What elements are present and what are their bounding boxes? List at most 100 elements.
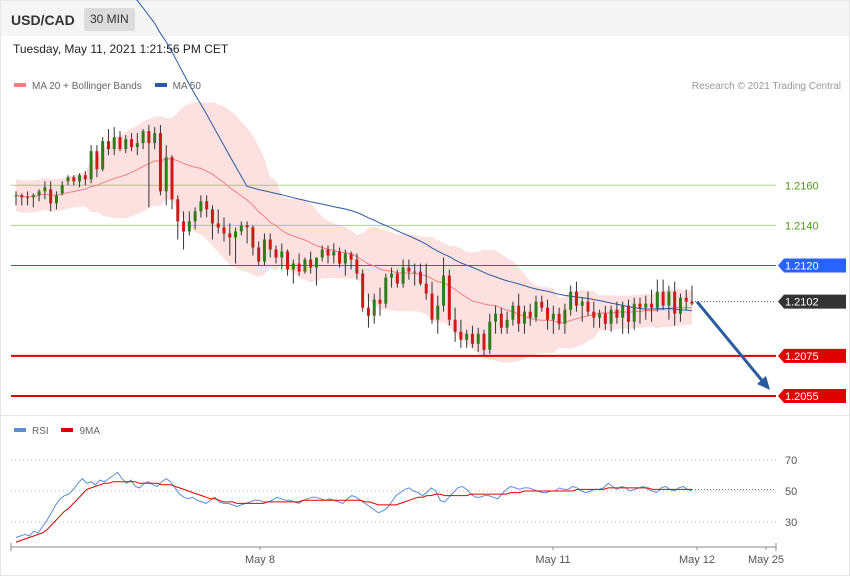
candle-body	[210, 209, 214, 224]
x-tick-label: May 11	[535, 554, 570, 566]
candle-body	[222, 227, 226, 234]
candle-body	[366, 307, 370, 316]
candle-body	[534, 301, 538, 318]
forecast-arrow-shaft	[695, 300, 766, 384]
candle-body	[338, 251, 342, 264]
candle-body	[291, 263, 295, 270]
candle-body	[442, 275, 446, 306]
candle-body	[505, 319, 509, 328]
candle-body	[447, 275, 451, 320]
legend-ma20: MA 20 + Bollinger Bands	[14, 81, 142, 92]
candle-body	[26, 197, 30, 199]
timeframe-button[interactable]: 30 MIN	[84, 8, 135, 31]
candle-body	[216, 223, 220, 228]
candle-body	[436, 305, 440, 320]
candle-body	[401, 267, 405, 284]
level-1-2120-label: 1.2120	[785, 261, 819, 273]
candle-body	[251, 227, 255, 248]
candle-body	[528, 311, 532, 318]
candle-body	[418, 271, 422, 284]
candle-body	[655, 291, 659, 308]
rsi-series-9ma	[15, 481, 692, 543]
candle-body	[378, 299, 382, 304]
candle-body	[314, 257, 318, 268]
candle-body	[476, 333, 480, 344]
candle-body	[112, 137, 116, 150]
candle-body	[413, 271, 417, 273]
candle-body	[234, 231, 238, 238]
candle-body	[517, 305, 521, 324]
candle-body	[303, 259, 307, 272]
rsi-tick-70: 70	[785, 455, 797, 467]
candle-body	[141, 131, 145, 144]
candle-body	[395, 273, 399, 284]
candle-body	[78, 175, 82, 182]
candle-body	[309, 259, 313, 268]
candle-body	[522, 311, 526, 324]
candle-body	[592, 311, 596, 318]
rsi-tick-50: 50	[785, 486, 797, 498]
candle-body	[182, 221, 186, 232]
candle-body	[147, 131, 151, 144]
legend-9ma: 9MA	[61, 426, 100, 437]
candle-body	[37, 191, 41, 196]
forecast-arrow-head	[757, 375, 770, 390]
candle-body	[72, 177, 76, 182]
legend-ma20-label: MA 20 + Bollinger Bands	[32, 81, 142, 92]
candle-body	[20, 195, 24, 198]
candle-body	[482, 333, 486, 350]
ma20-line	[15, 158, 693, 324]
candle-body	[130, 139, 134, 148]
bollinger-band	[16, 101, 692, 363]
candle-body	[453, 319, 457, 332]
candle-body	[546, 307, 550, 320]
candle-body	[638, 303, 642, 308]
legend-ma50: MA 50	[154, 81, 201, 92]
legend-ma50-swatch	[154, 83, 167, 88]
candle-body	[320, 249, 324, 258]
candle-body	[66, 177, 70, 182]
level-1-2075-tag	[778, 348, 846, 363]
candle-body	[43, 187, 47, 192]
candle-body	[465, 333, 469, 340]
candle-body	[384, 277, 388, 304]
candle-body	[678, 297, 682, 314]
candle-body	[332, 251, 336, 256]
candle-body	[563, 309, 567, 324]
level-1-2075-label: 1.2075	[785, 351, 819, 363]
candle-body	[228, 233, 232, 238]
level-1-2140-label: 1.2140	[785, 220, 819, 232]
candle-body	[470, 333, 474, 344]
legend-9ma-swatch	[61, 428, 74, 433]
candle-body	[650, 303, 654, 308]
candle-body	[361, 273, 365, 308]
candle-body	[586, 301, 590, 312]
main-legend: MA 20 + Bollinger Bands MA 50	[14, 81, 201, 92]
symbol-label: USD/CAD	[11, 12, 75, 28]
candle-body	[118, 137, 122, 150]
candle-body	[274, 249, 278, 258]
candle-body	[286, 251, 290, 270]
candle-body	[667, 291, 671, 306]
candle-body	[598, 313, 602, 318]
candle-body	[424, 283, 428, 294]
rsi-tick-30: 30	[785, 517, 797, 529]
candle-body	[494, 313, 498, 322]
candle-body	[193, 211, 197, 222]
candle-body	[615, 309, 619, 318]
legend-rsi-label: RSI	[32, 426, 49, 437]
candle-body	[158, 133, 162, 192]
pane-separator	[1, 415, 849, 416]
ma50-line	[136, 0, 693, 312]
candle-body	[355, 259, 359, 274]
candle-body	[95, 151, 99, 170]
legend-rsi-swatch	[14, 428, 26, 433]
candle-body	[49, 189, 53, 204]
candle-body	[268, 239, 272, 250]
candle-body	[205, 201, 209, 210]
candle-body	[101, 141, 105, 170]
candle-body	[551, 313, 555, 320]
candle-body	[297, 263, 301, 272]
candle-body	[89, 151, 93, 180]
